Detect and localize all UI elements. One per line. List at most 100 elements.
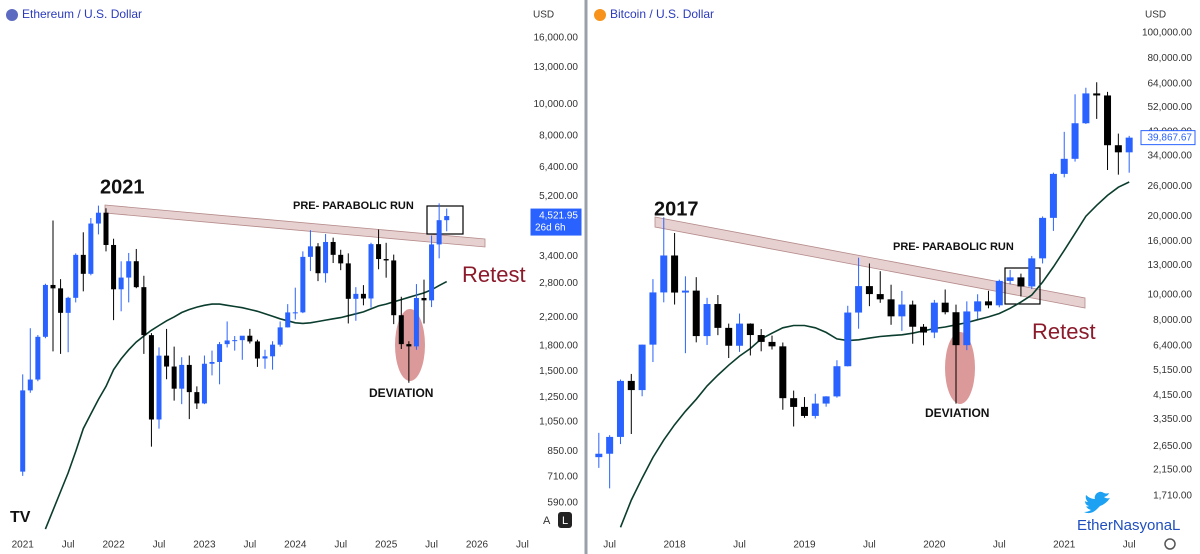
annotation: DEVIATION: [925, 406, 989, 420]
candle-body: [887, 299, 895, 317]
x-tick-label: Jul: [334, 540, 347, 551]
y-tick-label: 100,000.00: [1142, 28, 1192, 39]
candle-body: [984, 301, 992, 306]
candle-body: [865, 286, 873, 295]
candle-body: [330, 241, 336, 255]
candle-body: [277, 327, 283, 345]
coin-icon: [6, 9, 18, 21]
button[interactable]: A: [543, 515, 551, 527]
plot-area: [595, 82, 1133, 528]
candle-body: [141, 287, 147, 336]
y-tick-label: 64,000.00: [1148, 78, 1193, 89]
highlight-box: [426, 205, 464, 235]
candle-body: [790, 398, 798, 407]
last-price-tag: [530, 208, 582, 236]
candle-body: [179, 364, 185, 389]
candle-body: [1082, 93, 1090, 124]
button-bg[interactable]: [558, 512, 572, 528]
x-tick-label: 2025: [375, 540, 398, 551]
y-tick-label: 1,250.00: [539, 392, 578, 403]
y-tick-label: 52,000.00: [1148, 102, 1193, 113]
x-tick-label: 2019: [793, 540, 816, 551]
candle-body: [300, 256, 306, 313]
candle-body: [681, 290, 689, 293]
x-tick-label: Jul: [993, 540, 1006, 551]
candle-body: [20, 390, 26, 472]
candle-body: [941, 302, 949, 313]
x-tick-label: Jul: [62, 540, 75, 551]
candle-body: [920, 326, 928, 333]
x-tick-label: Jul: [603, 540, 616, 551]
x-tick-label: 2021: [1053, 540, 1076, 551]
candle-body: [148, 335, 154, 420]
candle-body: [779, 346, 787, 399]
candle-body: [111, 244, 117, 290]
y-tick-label: 2,150.00: [1153, 465, 1192, 476]
plots: 590.00 710.00 850.00 1,050.00 1,250.00 1,500.…: [12, 28, 1196, 551]
y-tick-label: 10,000.00: [1148, 290, 1193, 301]
x-tick-label: Jul: [516, 540, 529, 551]
candle-body: [1125, 137, 1133, 153]
y-tick-label: 16,000.00: [1148, 236, 1193, 247]
chart-title: Ethereum / U.S. Dollar: [22, 7, 142, 21]
candle-body: [353, 293, 359, 299]
y-tick-label: 6,400.00: [1153, 340, 1192, 351]
y-tick-label: 4,150.00: [1153, 390, 1192, 401]
x-tick-label: 2022: [102, 540, 125, 551]
annotation: Retest: [462, 262, 526, 287]
candle-body: [909, 304, 917, 327]
candle-body: [692, 290, 700, 337]
candle-body: [58, 288, 64, 313]
x-tick-label: Jul: [243, 540, 256, 551]
candle-body: [35, 336, 41, 380]
deviation-ellipse: [945, 332, 975, 404]
settings-icon[interactable]: [1164, 538, 1176, 550]
x-tick-label: Jul: [733, 540, 746, 551]
y-tick-label: 8,000.00: [1153, 315, 1192, 326]
button[interactable]: L: [562, 515, 568, 527]
x-tick-label: 2018: [663, 540, 686, 551]
candle-body: [209, 361, 215, 364]
candle-body: [421, 297, 427, 301]
candle-body: [995, 280, 1003, 306]
candle-body: [254, 341, 260, 359]
candle-body: [164, 355, 170, 367]
candle-body: [725, 327, 733, 346]
y-tick-label: 590.00: [547, 498, 578, 509]
annotation: PRE- PARABOLIC RUN: [293, 200, 414, 212]
candle-body: [822, 396, 830, 404]
candle-body: [27, 379, 33, 391]
y-tick-label: 16,000.00: [534, 33, 579, 44]
last-price-label: 4,521.95: [539, 211, 578, 222]
candle-body: [171, 366, 177, 389]
candle-body: [811, 403, 819, 416]
candle-body: [649, 292, 657, 345]
candle-body: [1093, 93, 1101, 96]
annotation: PRE- PARABOLIC RUN: [893, 241, 1014, 253]
x-tick-label: 2021: [12, 540, 35, 551]
candle-body: [616, 380, 624, 437]
candle-body: [436, 220, 442, 245]
candle-body: [292, 312, 298, 314]
candle-body: [1104, 95, 1112, 146]
resistance-band: [104, 204, 486, 248]
y-tick-label: 2,800.00: [539, 278, 578, 289]
y-tick-label: 34,000.00: [1148, 150, 1193, 161]
candle-body: [606, 436, 614, 454]
candle-body: [186, 364, 192, 393]
candle-body: [315, 246, 321, 274]
candle-body: [444, 216, 450, 221]
currency: USD: [533, 10, 554, 21]
countdown-label: 26d 6h: [535, 223, 566, 234]
annotation: DEVIATION: [369, 386, 433, 400]
candle-body: [391, 260, 397, 316]
y-tick-label: 10,000.00: [534, 99, 579, 110]
candle-body: [1006, 277, 1014, 281]
coin-icon: [594, 9, 606, 21]
candle-body: [80, 254, 86, 274]
candle-body: [118, 277, 124, 290]
candle-body: [239, 335, 245, 341]
candle-body: [156, 355, 162, 420]
